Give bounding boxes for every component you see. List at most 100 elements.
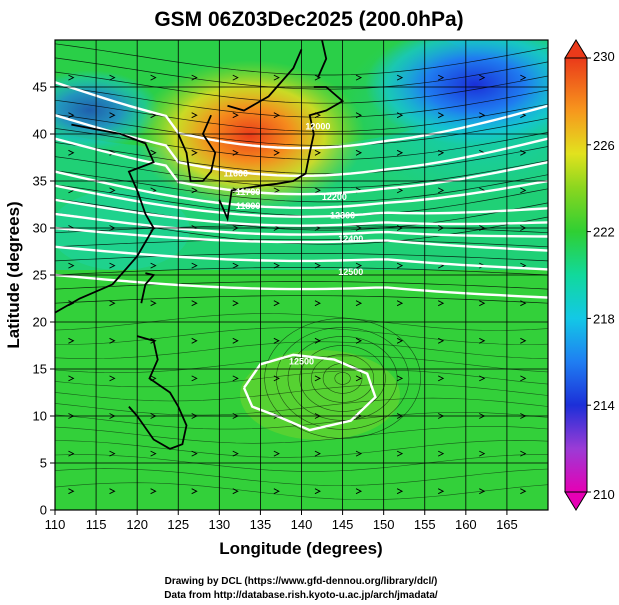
colorbar-labels: 230 226 222 218 214 210 [587,49,615,502]
wind-arrow [191,375,198,382]
wind-arrow [437,300,445,307]
wind-arrow [479,112,486,119]
wind-arrow [68,74,75,81]
wind-arrow [232,74,239,81]
x-axis-ticks: 110 115 120 125 130 135 140 145 150 155 160 165 [45,510,518,532]
wind-arrow [232,262,239,269]
colorbar-label: 214 [593,398,615,413]
wind-arrow [520,74,527,81]
contour-label: 11600 [224,168,249,178]
contour-label: 11700 [236,187,261,197]
wind-arrow [273,300,280,307]
colorbar-label: 226 [593,138,615,153]
wind-arrow [355,149,363,156]
y-tick-label: 15 [33,362,47,377]
wind-arrow [232,488,239,495]
wind-arrow [232,112,239,119]
y-axis-ticks: 0 5 10 15 20 25 30 35 40 45 [33,80,55,518]
y-tick-label: 30 [33,221,47,236]
wind-arrow [437,74,445,81]
colorbar-label: 222 [593,225,615,240]
wind-arrow [150,149,157,156]
wind-arrow [150,488,157,495]
x-tick-label: 165 [496,517,518,532]
plot-field [55,40,548,510]
wind-arrow [191,187,198,194]
coastline [317,40,328,78]
wind-arrow [479,300,486,307]
wind-arrow [232,149,239,156]
wind-arrow [109,262,116,269]
wind-arrow [273,488,280,495]
wind-arrow [191,300,198,307]
x-tick-label: 120 [126,517,148,532]
coastline [140,272,156,304]
wind-arrow [355,488,363,495]
wind-arrow [273,450,280,457]
wind-arrow [520,375,527,382]
wind-arrow [437,149,445,156]
contour-label: 12000 [305,121,330,131]
gridlines [55,40,548,510]
wind-arrow [355,337,363,344]
y-tick-label: 45 [33,80,47,95]
contour-label: 12500 [338,267,363,277]
wind-arrow [273,262,280,269]
contour-label: 12400 [338,234,363,244]
wind-arrow [314,337,321,344]
wind-arrow [150,300,157,307]
wind-arrow [150,450,157,457]
wind-arrow [191,112,198,119]
x-tick-label: 145 [332,517,354,532]
chart-title: GSM 06Z03Dec2025 (200.0hPa) [154,8,463,31]
field-cold-northeast [365,40,548,145]
wind-arrow [520,300,527,307]
wind-arrow [437,187,445,194]
colorbar-gradient [564,57,588,493]
wind-arrow [396,450,404,457]
wind-arrow [314,149,321,156]
wind-arrow [479,337,486,344]
wind-arrow [191,262,198,269]
contour-label: 12300 [330,211,355,221]
wind-arrow [396,300,404,307]
wind-arrow [191,488,198,495]
wind-arrow [191,337,198,344]
wind-arrow [191,450,198,457]
wind-arrow [109,74,116,81]
wind-arrow [191,149,198,156]
wind-arrow [314,375,321,382]
wind-arrow [68,375,75,382]
colorbar-label: 230 [593,49,615,64]
x-axis-label: Longitude (degrees) [219,539,382,558]
wind-arrow [520,450,527,457]
contour-label: 11800 [236,201,261,211]
wind-arrow [355,74,363,81]
x-tick-label: 155 [414,517,436,532]
y-tick-label: 5 [40,456,47,471]
wind-arrow [150,337,157,344]
colorbar: 230 226 222 218 214 210 [564,39,615,511]
x-tick-label: 115 [86,517,107,532]
coastline [227,49,303,112]
y-tick-label: 25 [33,268,47,283]
contour-label: 12200 [322,192,347,202]
wind-arrow [479,375,486,382]
wind-arrow [355,450,363,457]
x-tick-label: 140 [291,517,313,532]
wind-arrow [232,450,239,457]
x-tick-label: 150 [373,517,395,532]
colorbar-top-arrow [564,39,588,59]
y-tick-label: 0 [40,503,47,518]
wind-arrow [232,337,239,344]
wind-arrow [232,300,239,307]
wind-arrow [437,112,445,119]
wind-arrow [109,375,116,382]
y-axis-label: Latitude (degrees) [4,201,23,348]
wind-arrow [314,300,321,307]
wind-arrow [396,488,404,495]
contour-closed [242,353,377,432]
x-tick-label: 125 [167,517,189,532]
wind-arrow [68,488,75,495]
wind-arrow [479,450,486,457]
